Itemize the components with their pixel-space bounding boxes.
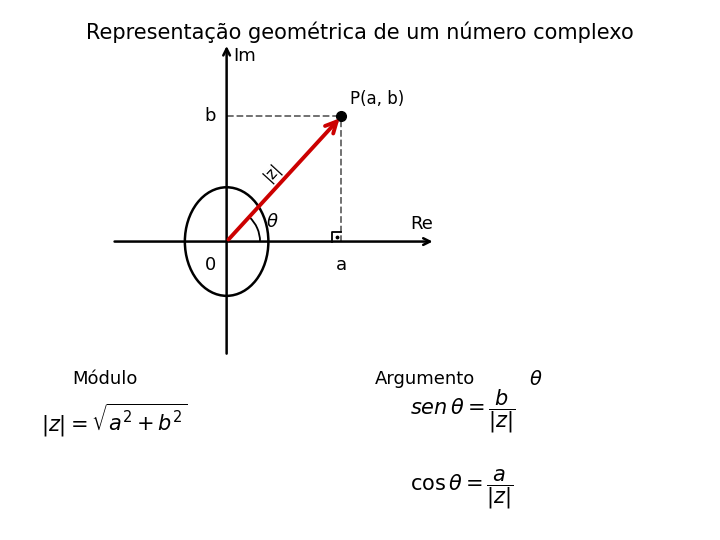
Text: θ: θ	[266, 213, 277, 231]
Text: Argumento: Argumento	[374, 370, 474, 388]
Text: $sen\,\theta = \dfrac{b}{|z|}$: $sen\,\theta = \dfrac{b}{|z|}$	[410, 387, 516, 435]
Text: P(a, b): P(a, b)	[350, 90, 404, 108]
Text: a: a	[336, 256, 347, 274]
Text: |z|: |z|	[261, 161, 284, 185]
Text: $\theta$: $\theta$	[529, 370, 543, 389]
Text: Re: Re	[410, 215, 433, 233]
Text: Módulo: Módulo	[72, 370, 138, 388]
Text: $\cos\theta = \dfrac{a}{|z|}$: $\cos\theta = \dfrac{a}{|z|}$	[410, 467, 514, 511]
Text: $|z| = \sqrt{a^2 + b^2}$: $|z| = \sqrt{a^2 + b^2}$	[42, 402, 188, 439]
Text: Representação geométrica de um número complexo: Representação geométrica de um número co…	[86, 22, 634, 43]
Text: b: b	[204, 107, 216, 125]
Text: 0: 0	[205, 256, 216, 274]
Text: Im: Im	[233, 48, 256, 65]
